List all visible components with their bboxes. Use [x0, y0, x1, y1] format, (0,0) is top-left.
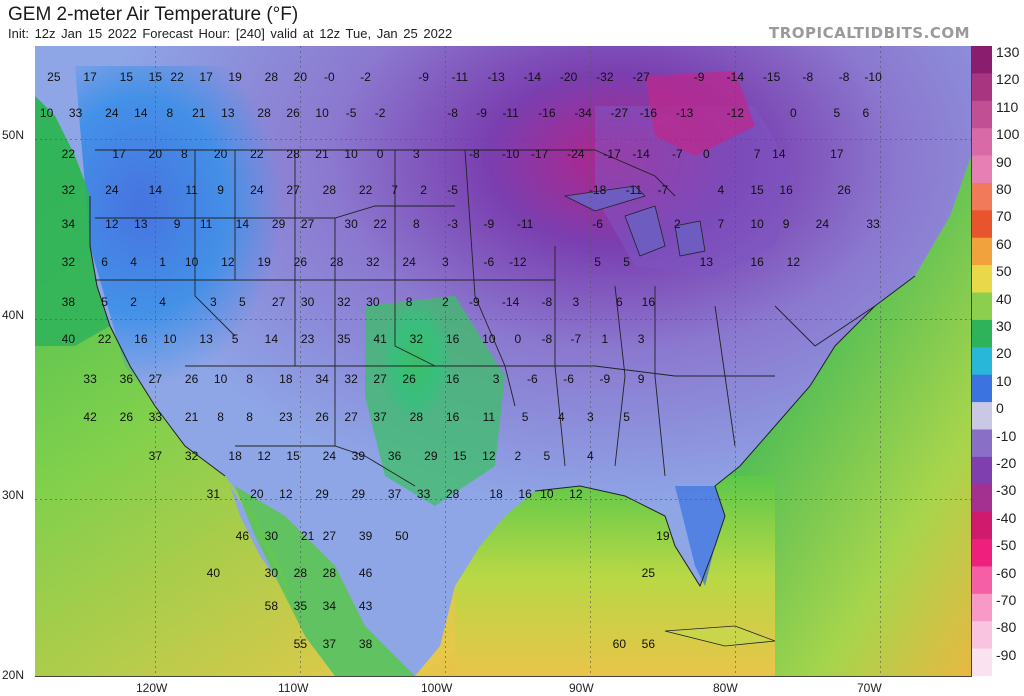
color-scale-label: 40 [996, 290, 1012, 307]
lon-label: 90W [569, 681, 594, 695]
color-scale-swatch [972, 484, 992, 513]
brand-watermark: TROPICALTIDBITS.COM [769, 24, 970, 42]
color-scale-swatch [972, 621, 992, 650]
color-scale-label: 20 [996, 345, 1012, 362]
color-scale-label: 130 [996, 44, 1020, 60]
lon-label: 110W [278, 681, 309, 695]
hudson-bay-coldest [645, 71, 755, 156]
color-scale-swatch [972, 511, 992, 540]
color-scale-label: -80 [996, 619, 1017, 636]
west-coastline [89, 196, 226, 477]
color-scale-label: -20 [996, 455, 1017, 471]
lon-label: 120W [136, 681, 168, 695]
map-subtitle: Init: 12z Jan 15 2022 Forecast Hour: [24… [8, 26, 453, 41]
lon-label: 80W [713, 681, 738, 695]
color-scale-label: -90 [996, 646, 1017, 663]
cuba [664, 625, 776, 647]
lat-label: 30N [2, 488, 25, 502]
color-scale-label: -50 [996, 537, 1017, 554]
color-scale-label: 30 [996, 318, 1012, 334]
lake-superior [563, 185, 646, 212]
color-scale-swatch [972, 402, 992, 430]
map-canvas [35, 46, 971, 676]
color-scale-label: -70 [996, 592, 1017, 608]
lake-huron [674, 220, 706, 257]
mexico-warm-region [235, 486, 415, 676]
color-scale-label: 10 [996, 372, 1012, 389]
color-scale-swatch [972, 648, 992, 676]
lake-michigan [624, 205, 666, 257]
color-scale-label: 110 [996, 98, 1019, 115]
pacific-coast-warm [35, 96, 110, 346]
color-scale-swatch [972, 155, 992, 184]
color-scale-label: 50 [996, 263, 1012, 280]
color-scale-bar [972, 46, 992, 676]
lat-label: 40N [2, 308, 25, 322]
color-scale-label: 70 [996, 208, 1012, 225]
lon-label: 100W [421, 681, 453, 695]
color-scale-swatch [972, 593, 992, 622]
color-scale-swatch [972, 182, 992, 211]
color-scale-swatch [972, 539, 992, 567]
color-scale-label: 80 [996, 181, 1012, 197]
color-scale-swatch [972, 128, 992, 157]
color-scale-swatch [972, 292, 992, 321]
color-scale-label: 90 [996, 153, 1012, 170]
color-scale-label: 60 [996, 235, 1012, 252]
color-scale-swatch [972, 319, 992, 348]
color-scale-swatch [972, 429, 992, 458]
color-scale-label: -40 [996, 509, 1017, 526]
lon-label: 70W [857, 681, 882, 695]
lat-label: 20N [2, 668, 25, 682]
lat-label: 50N [2, 128, 25, 142]
graticule [35, 46, 971, 676]
color-scale-label: -60 [996, 564, 1017, 581]
color-scale-swatch [972, 566, 992, 595]
east-gulf-coastline [534, 275, 916, 588]
header: GEM 2-meter Air Temperature (°F) Init: 1… [0, 0, 1024, 46]
political-boundaries [95, 149, 876, 487]
color-scale-swatch [972, 73, 992, 102]
color-scale-label: -10 [996, 427, 1017, 444]
map-title: GEM 2-meter Air Temperature (°F) [8, 4, 299, 25]
florida-cool [675, 486, 725, 586]
color-scale-label: 0 [996, 400, 1004, 417]
color-scale-swatch [972, 456, 992, 485]
color-scale-swatch [972, 210, 992, 239]
temperature-map[interactable] [35, 46, 972, 677]
color-scale-swatch [972, 100, 992, 129]
color-scale-swatch [972, 265, 992, 294]
color-scale-swatch [972, 347, 992, 376]
color-scale-label: 120 [996, 71, 1020, 88]
color-scale-swatch [972, 46, 992, 74]
color-scale-label: -30 [996, 482, 1017, 499]
color-scale-swatch [972, 374, 992, 403]
color-scale-swatch [972, 237, 992, 266]
color-scale-label: 100 [996, 126, 1020, 143]
